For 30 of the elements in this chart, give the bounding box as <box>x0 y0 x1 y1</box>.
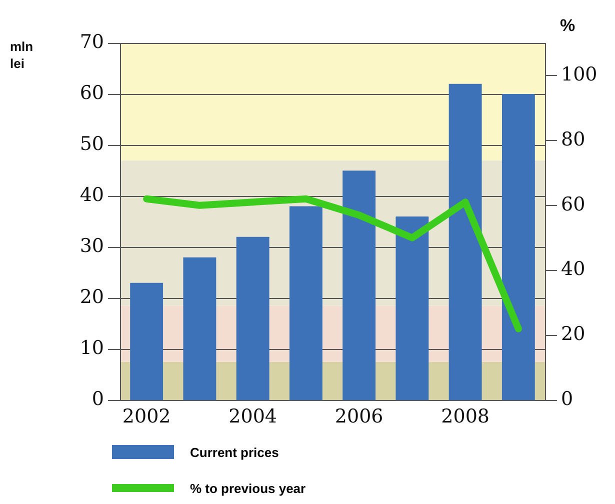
x-tick-label: 2008 <box>441 406 490 428</box>
bar <box>236 236 270 400</box>
legend-label: Current prices <box>190 444 279 460</box>
y2-tick-label: 0 <box>561 388 574 410</box>
y2-tick-label: 100 <box>561 63 598 86</box>
y-axis-title: mln lei <box>10 38 34 72</box>
y2-axis-title: % <box>560 16 576 36</box>
bar <box>289 206 322 400</box>
bar <box>342 170 376 400</box>
y-tick-label: 60 <box>80 82 104 104</box>
y2-tick-label: 60 <box>561 193 586 216</box>
y2-tick-label: 20 <box>561 323 586 346</box>
y2-tick-label: 40 <box>561 258 586 280</box>
bar <box>130 282 164 400</box>
x-tick-label: 2002 <box>122 406 171 428</box>
y-tick-label: 40 <box>80 184 104 206</box>
y2-tick-label: 80 <box>561 128 586 150</box>
bar <box>502 94 535 400</box>
x-tick-label: 2004 <box>228 406 277 428</box>
y-tick-label: 50 <box>80 132 104 155</box>
y-tick-label: 0 <box>92 388 104 410</box>
y-tick-label: 30 <box>80 235 104 258</box>
bar <box>448 84 482 400</box>
bar <box>183 257 216 400</box>
legend-label: % to previous year <box>190 480 306 496</box>
bar <box>396 216 429 400</box>
y-tick-label: 10 <box>80 337 104 360</box>
y-tick-label: 20 <box>80 286 104 308</box>
x-tick-label: 2006 <box>334 406 384 428</box>
y-tick-label: 70 <box>80 30 104 53</box>
